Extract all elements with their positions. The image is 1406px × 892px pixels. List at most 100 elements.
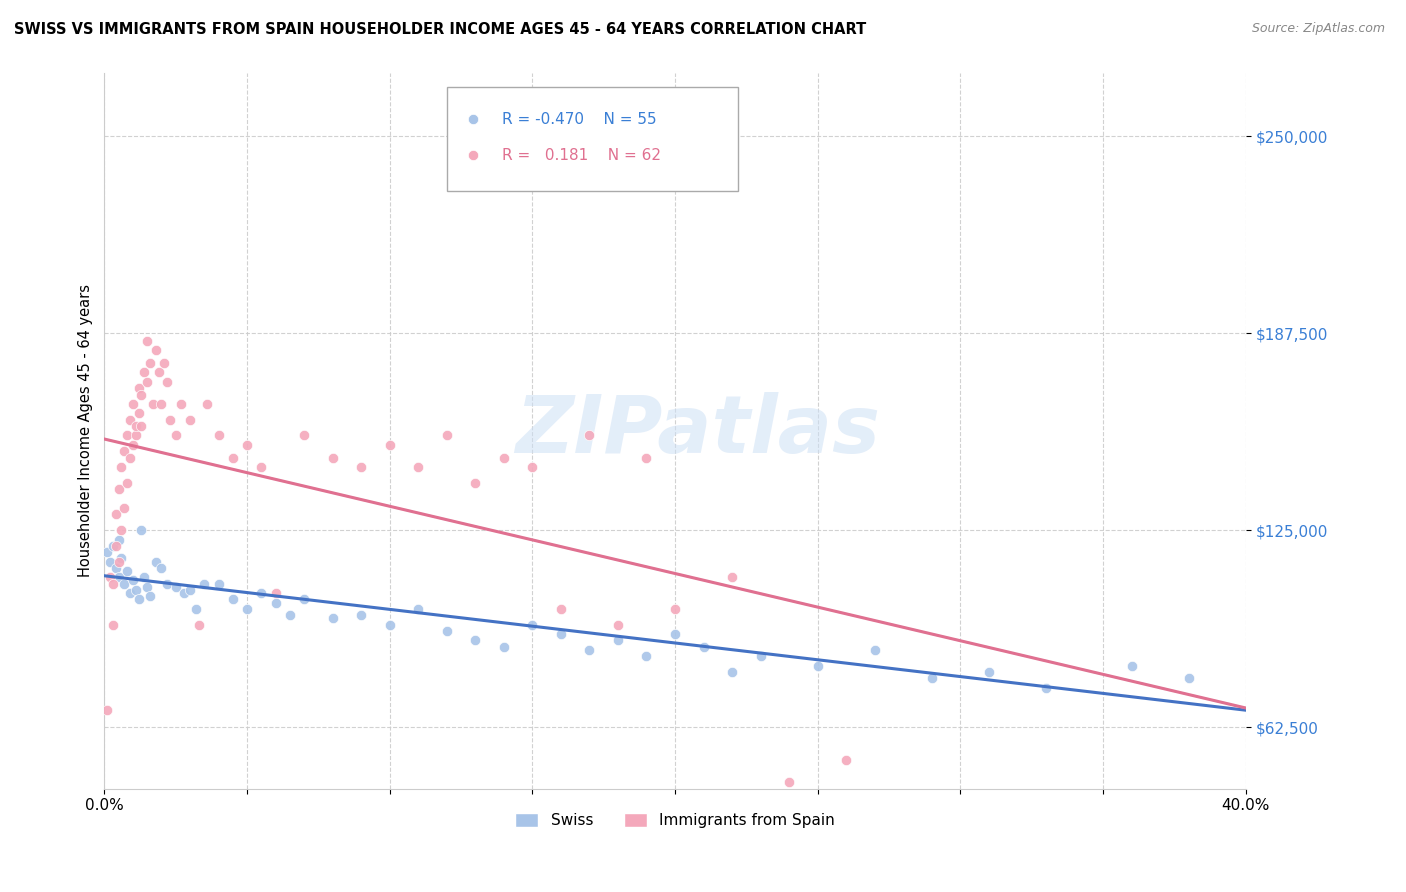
Point [125,582,148,597]
Point [692,640,714,654]
Point [1035,681,1057,695]
Point [807,658,830,673]
Point [264,586,287,600]
Point [107,555,129,569]
Point [278,608,301,623]
Point [107,482,129,496]
Point [292,592,315,607]
Point [1177,671,1199,685]
Point [749,649,772,664]
Point [128,406,150,420]
Point [179,413,201,427]
Point [148,366,170,380]
Point [159,413,181,427]
Point [115,564,138,578]
Point [173,586,195,600]
Point [250,460,273,475]
Point [145,343,167,358]
Point [128,592,150,607]
Point [607,617,630,632]
Point [578,643,600,657]
Point [522,460,544,475]
Point [115,428,138,442]
Point [179,582,201,597]
Point [125,419,148,434]
Point [112,500,135,515]
Point [136,580,159,594]
Point [170,397,193,411]
Point [464,633,486,648]
Point [236,438,259,452]
Point [322,450,344,465]
FancyBboxPatch shape [447,87,738,191]
Point [96,545,118,559]
Point [145,555,167,569]
Point [863,643,886,657]
Point [156,375,179,389]
Point [112,576,135,591]
Point [207,428,229,442]
Point [120,586,142,600]
Point [122,438,145,452]
Point [550,602,572,616]
Point [250,586,273,600]
Point [156,576,179,591]
Point [120,413,142,427]
Point [222,592,245,607]
Point [153,356,176,370]
Point [222,450,245,465]
Point [636,450,658,465]
Y-axis label: Householder Income Ages 45 - 64 years: Householder Income Ages 45 - 64 years [79,285,93,577]
Point [110,523,132,537]
Point [184,602,207,616]
Point [522,617,544,632]
Point [134,570,156,584]
Point [578,428,600,442]
Point [104,508,127,522]
Point [136,375,159,389]
Point [322,611,344,625]
Point [120,450,142,465]
Point [139,356,162,370]
Point [101,617,124,632]
Text: ZIPatlas: ZIPatlas [516,392,880,470]
Text: R = -0.470    N = 55: R = -0.470 N = 55 [502,112,657,127]
Point [104,561,127,575]
Text: Source: ZipAtlas.com: Source: ZipAtlas.com [1251,22,1385,36]
Point [115,475,138,490]
Point [107,533,129,547]
Point [207,576,229,591]
Point [139,589,162,603]
Point [98,555,121,569]
Point [150,397,173,411]
Point [104,539,127,553]
Point [98,570,121,584]
Point [436,624,458,638]
Point [131,419,153,434]
Point [193,576,215,591]
Point [492,640,515,654]
Point [96,703,118,717]
Point [378,617,401,632]
Point [264,596,287,610]
Point [406,602,429,616]
Point [110,460,132,475]
Point [122,574,145,588]
Point [350,608,373,623]
Point [112,444,135,458]
Point [165,580,187,594]
Point [721,570,744,584]
Point [664,627,686,641]
Text: R =   0.181    N = 62: R = 0.181 N = 62 [502,148,661,162]
Point [110,551,132,566]
Point [835,753,858,767]
Point [128,381,150,395]
Point [1121,658,1143,673]
Point [125,428,148,442]
Text: SWISS VS IMMIGRANTS FROM SPAIN HOUSEHOLDER INCOME AGES 45 - 64 YEARS CORRELATION: SWISS VS IMMIGRANTS FROM SPAIN HOUSEHOLD… [14,22,866,37]
Point [107,570,129,584]
Point [292,428,315,442]
Point [921,671,943,685]
Point [378,438,401,452]
Legend: Swiss, Immigrants from Spain: Swiss, Immigrants from Spain [509,807,841,835]
